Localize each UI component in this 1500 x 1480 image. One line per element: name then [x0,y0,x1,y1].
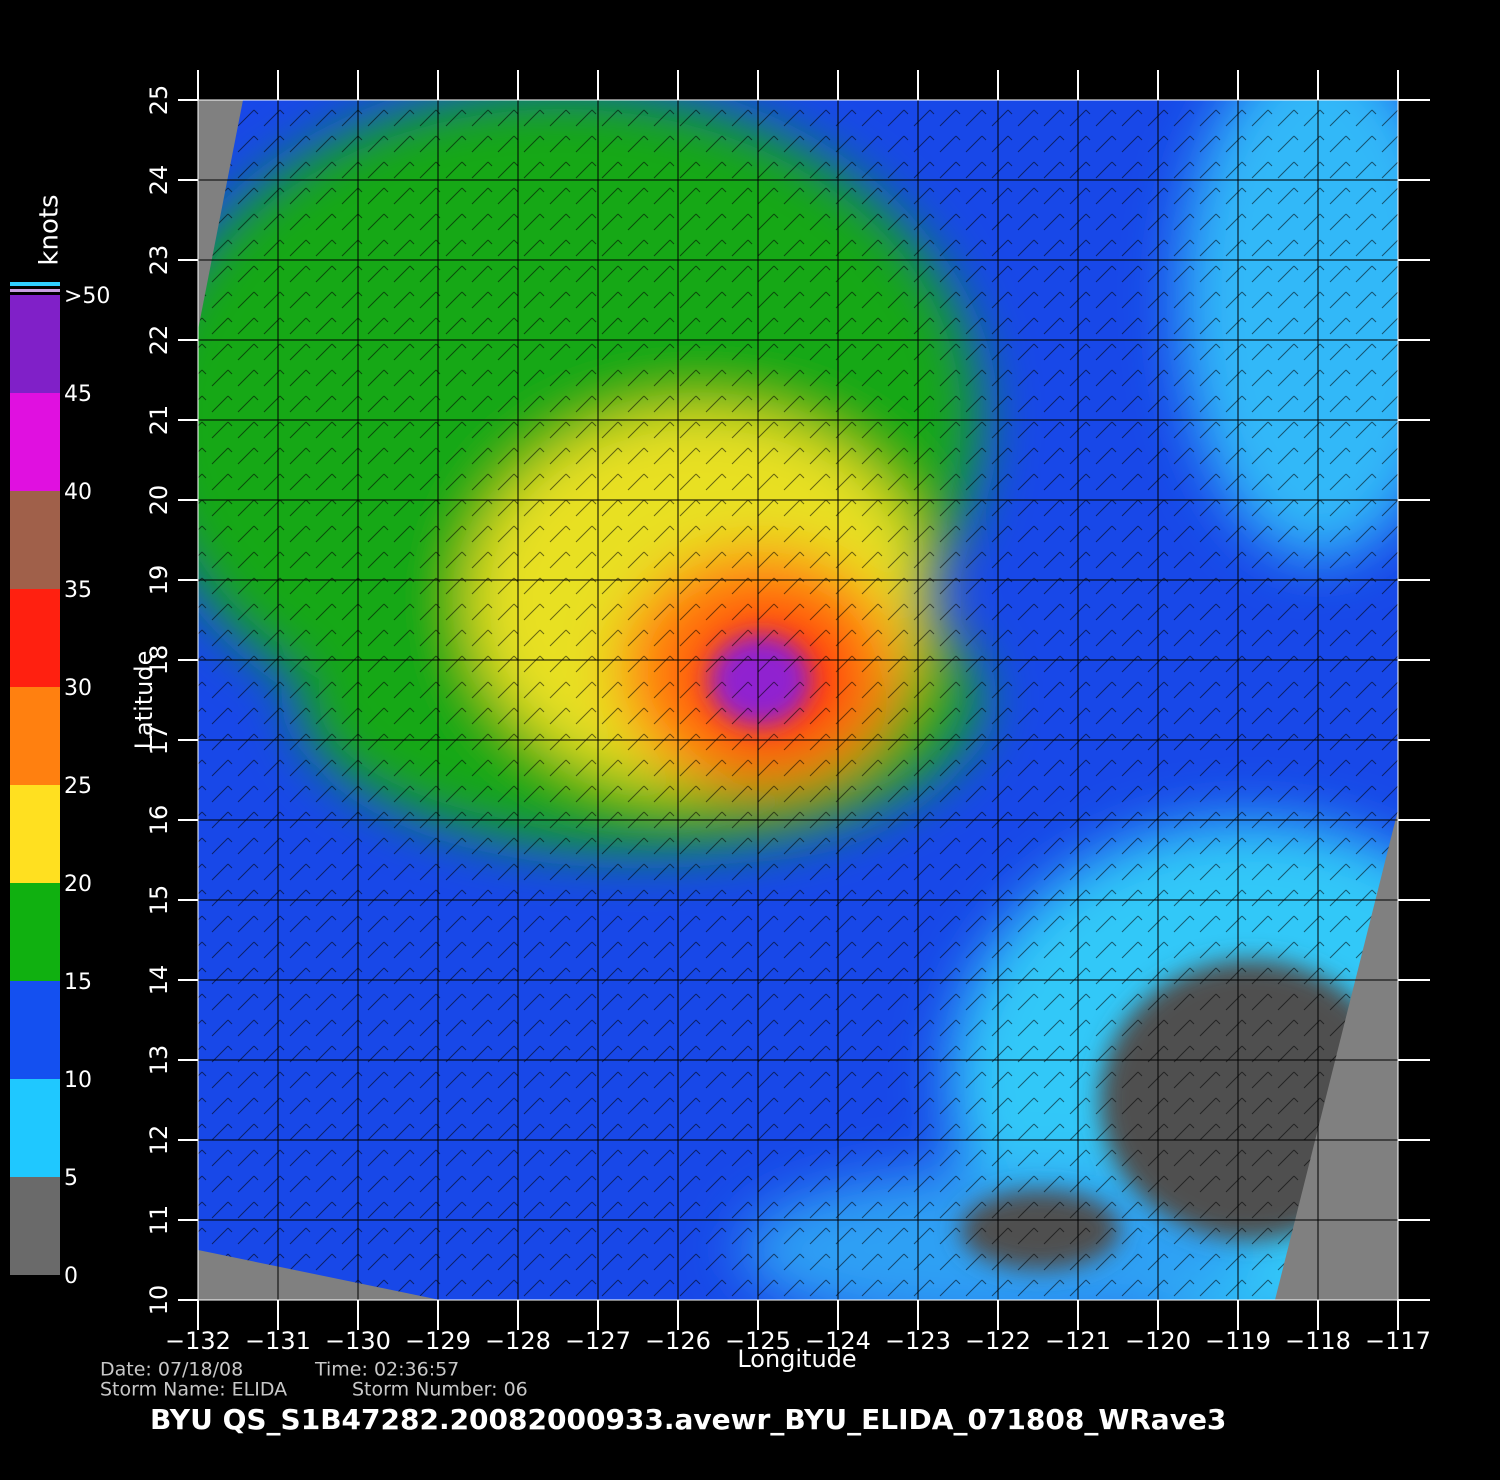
y-tick-label: 13 [145,1045,173,1076]
y-tick-label: 10 [145,1285,173,1316]
x-axis-label: Longitude [737,1345,856,1373]
colorbar-title: knots [35,194,65,265]
y-tick-label: 16 [145,805,173,836]
colorbar-segment [10,1079,60,1177]
colorbar-tick-label: 25 [64,774,92,799]
y-tick-label: 19 [145,565,173,596]
y-tick-label: 15 [145,885,173,916]
wind-field [198,100,1398,1300]
y-tick-label: 21 [145,405,173,436]
y-tick-label: 22 [145,325,173,356]
x-tick-label: −126 [645,1327,711,1355]
colorbar-segment [10,785,60,883]
colorbar-segment [10,981,60,1079]
y-tick-label: 12 [145,1125,173,1156]
colorbar-tick-label: 40 [64,480,92,505]
y-axis-label: Latitude [130,651,158,750]
colorbar-tick-label: 20 [64,872,92,897]
colorbar-tick-label: 30 [64,676,92,701]
x-tick-label: −132 [165,1327,231,1355]
colorbar-cap [10,282,60,286]
x-tick-label: −122 [965,1327,1031,1355]
y-tick-label: 25 [145,85,173,116]
time: Time: 02:36:57 [314,1359,459,1381]
x-tick-label: −119 [1205,1327,1271,1355]
storm-number: Storm Number: 06 [352,1379,528,1401]
x-tick-label: −118 [1285,1327,1351,1355]
y-tick-label: 11 [145,1205,173,1236]
x-tick-label: −117 [1365,1327,1431,1355]
colorbar-segment [10,883,60,981]
colorbar-segment [10,295,60,393]
y-tick-label: 24 [145,165,173,196]
colorbar-tick-label: 45 [64,382,92,407]
storm-name: Storm Name: ELIDA [100,1379,287,1401]
colorbar-tick-label: 15 [64,970,92,995]
x-tick-label: −127 [565,1327,631,1355]
colorbar-segment [10,1177,60,1275]
y-tick-label: 20 [145,485,173,516]
y-tick-label: 18 [145,645,173,676]
colorbar-cap [10,289,60,292]
colorbar-tick-label: 0 [64,1264,78,1289]
colorbar-tick-label: >50 [64,284,110,309]
x-tick-label: −124 [805,1327,871,1355]
x-tick-label: −130 [325,1327,391,1355]
x-tick-label: −123 [885,1327,951,1355]
x-tick-label: −129 [405,1327,471,1355]
colorbar-tick-label: 10 [64,1068,92,1093]
y-tick-label: 23 [145,245,173,276]
y-tick-label: 17 [145,725,173,756]
x-tick-label: −125 [725,1327,791,1355]
colorbar-tick-label: 5 [64,1166,78,1191]
colorbar-segment [10,491,60,589]
x-tick-label: −128 [485,1327,551,1355]
file-title: BYU QS_S1B47282.20082000933.avewr_BYU_EL… [150,1403,1226,1436]
x-tick-label: −120 [1125,1327,1191,1355]
colorbar-segment [10,687,60,785]
x-tick-label: −121 [1045,1327,1111,1355]
x-tick-label: −131 [245,1327,311,1355]
date: Date: 07/18/08 [100,1359,243,1381]
colorbar-tick-label: 35 [64,578,92,603]
colorbar-segment [10,393,60,491]
plot-frame [197,99,1399,1301]
colorbar-segment [10,589,60,687]
y-tick-label: 14 [145,965,173,996]
